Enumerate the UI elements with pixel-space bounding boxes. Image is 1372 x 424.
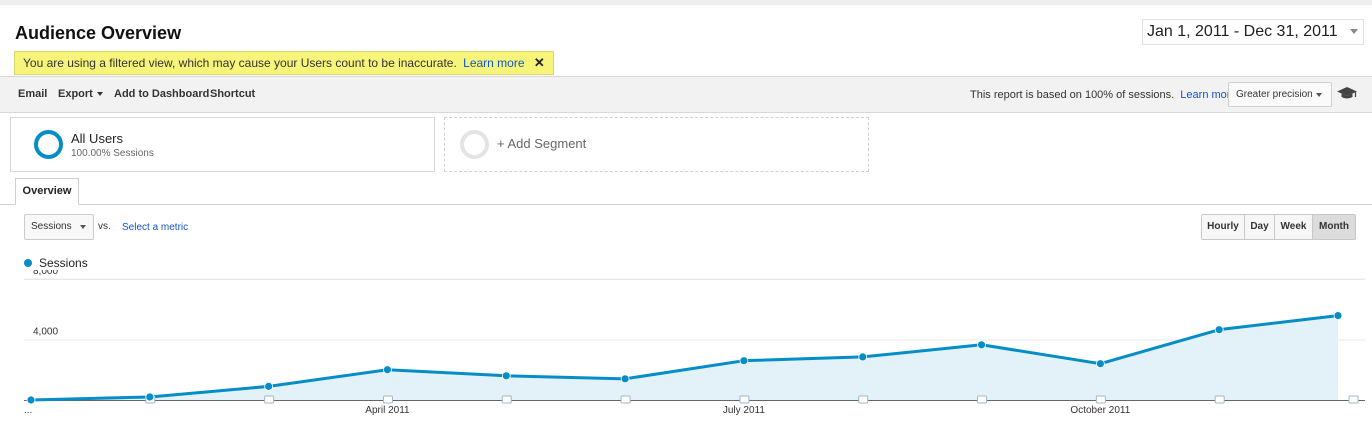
x-tick-label: ... [24, 405, 32, 416]
x-tick-label: October 2011 [1070, 405, 1130, 416]
annotation-icon[interactable] [739, 395, 750, 404]
report-toolbar: Email Export Add to Dashboard Shortcut T… [0, 76, 1372, 113]
export-label: Export [58, 88, 93, 100]
metric-selector[interactable]: Sessions [24, 214, 94, 240]
add-to-dashboard-button[interactable]: Add to Dashboard [114, 88, 210, 100]
legend-label: Sessions [39, 256, 88, 270]
add-segment-button[interactable]: + Add Segment [444, 117, 869, 172]
annotation-icon[interactable] [858, 395, 869, 404]
email-button[interactable]: Email [18, 88, 48, 100]
annotation-icon[interactable] [977, 395, 988, 404]
precision-dropdown[interactable]: Greater precision [1228, 82, 1332, 107]
data-point[interactable] [26, 395, 36, 405]
precision-label: Greater precision [1236, 89, 1313, 100]
data-point[interactable] [501, 371, 511, 381]
data-point[interactable] [977, 340, 986, 350]
date-range-text: Jan 1, 2011 - Dec 31, 2011 [1147, 23, 1338, 40]
data-point[interactable] [264, 381, 274, 391]
x-tick-label: April 2011 [365, 405, 410, 416]
chevron-down-icon [1316, 93, 1322, 97]
week-button[interactable]: Week [1275, 215, 1313, 239]
tab-overview[interactable]: Overview [15, 178, 79, 205]
tab-divider [0, 204, 1372, 205]
sampling-note: This report is based on 100% of sessions… [970, 89, 1237, 101]
sessions-area [31, 315, 1338, 400]
data-point[interactable] [145, 392, 155, 402]
data-point[interactable] [1214, 325, 1224, 335]
month-button[interactable]: Month [1313, 215, 1355, 239]
filtered-view-notice: You are using a filtered view, which may… [14, 51, 554, 75]
notice-learn-more-link[interactable]: Learn more [463, 56, 525, 70]
data-point[interactable] [739, 356, 749, 366]
annotation-icon[interactable] [1214, 395, 1225, 404]
select-metric-link[interactable]: Select a metric [122, 222, 189, 233]
x-tick-label: July 2011 [723, 405, 766, 416]
day-button[interactable]: Day [1245, 215, 1275, 239]
empty-segment-ring-icon [460, 130, 489, 159]
segment-name: All Users [71, 131, 124, 146]
annotation-icon[interactable] [264, 395, 275, 404]
sampling-learn-more-link[interactable]: Learn more [1180, 89, 1237, 101]
sampling-note-text: This report is based on 100% of sessions… [970, 89, 1175, 101]
notice-text: You are using a filtered view, which may… [23, 56, 457, 70]
chevron-down-icon [1350, 29, 1358, 34]
shortcut-button[interactable]: Shortcut [210, 88, 256, 100]
add-segment-label: + Add Segment [497, 136, 587, 151]
annotation-icon[interactable] [382, 395, 393, 404]
hourly-button[interactable]: Hourly [1202, 215, 1245, 239]
data-point[interactable] [620, 374, 630, 384]
annotation-icon[interactable] [501, 395, 512, 404]
graduation-cap-icon[interactable] [1337, 85, 1357, 101]
chevron-down-icon [96, 92, 103, 97]
segment-all-users[interactable]: All Users 100.00% Sessions [10, 117, 435, 172]
sessions-line [30, 314, 1339, 402]
date-range-picker[interactable]: Jan 1, 2011 - Dec 31, 2011 [1142, 19, 1364, 45]
granularity-toggle: Hourly Day Week Month [1201, 214, 1356, 240]
close-icon[interactable]: ✕ [533, 55, 545, 70]
legend-dot [24, 259, 32, 267]
sessions-chart: 8,000 4,000... April 2011 July 2011 October … [24, 270, 1365, 416]
data-point[interactable] [383, 365, 392, 375]
annotation-icon[interactable] [1348, 395, 1359, 404]
export-button[interactable]: Export [58, 88, 103, 100]
vs-label: vs. [98, 221, 111, 232]
y-tick-label: 4,000 [33, 327, 58, 338]
segment-ring-icon [34, 130, 63, 159]
data-point[interactable] [1095, 359, 1105, 369]
chevron-down-icon [80, 225, 86, 229]
data-point[interactable] [1333, 311, 1343, 321]
annotation-icon[interactable] [620, 395, 631, 404]
segment-percentage: 100.00% Sessions [71, 148, 154, 159]
annotation-icon[interactable] [1095, 395, 1106, 404]
y-tick-label: 8,000 [33, 270, 58, 277]
metric-label: Sessions [31, 221, 72, 232]
page-title: Audience Overview [15, 23, 182, 43]
report-header: Audience Overview You are using a filter… [0, 0, 1372, 76]
data-point[interactable] [858, 352, 868, 362]
